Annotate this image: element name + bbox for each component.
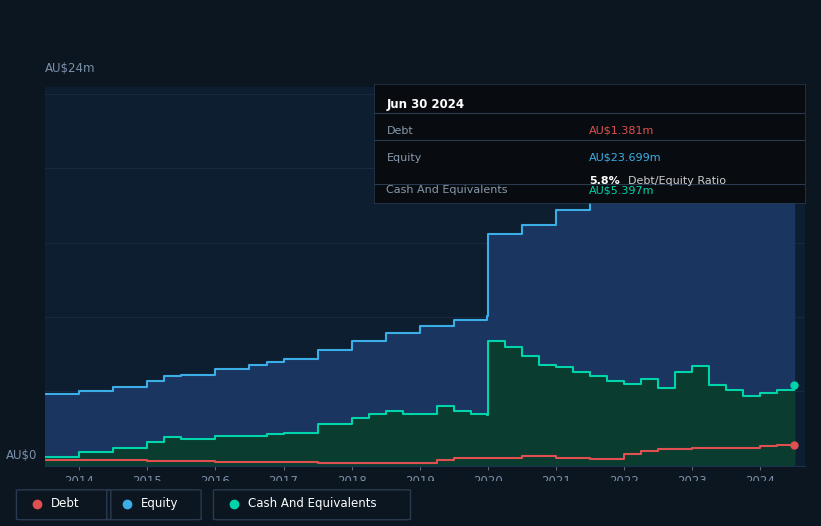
Text: 5.8%: 5.8% — [589, 177, 620, 187]
Text: Cash And Equivalents: Cash And Equivalents — [387, 185, 508, 195]
Text: Debt: Debt — [387, 126, 413, 136]
Text: Debt: Debt — [51, 497, 80, 510]
Text: AU$5.397m: AU$5.397m — [589, 185, 654, 195]
Text: AU$1.381m: AU$1.381m — [589, 126, 654, 136]
Text: Equity: Equity — [387, 153, 422, 163]
Text: Cash And Equivalents: Cash And Equivalents — [248, 497, 377, 510]
Text: AU$0: AU$0 — [7, 449, 38, 462]
Text: Debt/Equity Ratio: Debt/Equity Ratio — [628, 177, 726, 187]
Text: AU$24m: AU$24m — [45, 63, 96, 75]
Text: AU$23.699m: AU$23.699m — [589, 153, 662, 163]
Text: Jun 30 2024: Jun 30 2024 — [387, 98, 465, 112]
Text: Equity: Equity — [141, 497, 179, 510]
